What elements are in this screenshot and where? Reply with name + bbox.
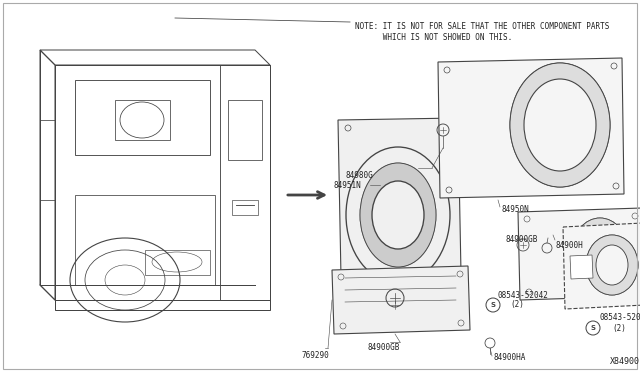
Text: S: S	[591, 325, 595, 331]
Polygon shape	[518, 208, 640, 300]
Ellipse shape	[360, 163, 436, 267]
Text: 84950N: 84950N	[502, 205, 530, 215]
Polygon shape	[438, 58, 624, 198]
Text: NOTE: IT IS NOT FOR SALE THAT THE OTHER COMPONENT PARTS: NOTE: IT IS NOT FOR SALE THAT THE OTHER …	[355, 22, 609, 31]
Ellipse shape	[524, 79, 596, 171]
Polygon shape	[570, 255, 593, 279]
Text: 769290: 769290	[302, 350, 330, 359]
Text: WHICH IS NOT SHOWED ON THIS.: WHICH IS NOT SHOWED ON THIS.	[355, 33, 512, 42]
Polygon shape	[563, 223, 640, 309]
Ellipse shape	[372, 181, 424, 249]
Text: 84900HA: 84900HA	[494, 353, 526, 362]
Polygon shape	[332, 266, 470, 334]
Text: S: S	[490, 302, 495, 308]
Text: 84900H: 84900H	[556, 241, 584, 250]
Text: 08543-52042: 08543-52042	[600, 314, 640, 323]
Text: 84951N: 84951N	[334, 180, 362, 189]
Text: 84900GB: 84900GB	[368, 343, 401, 353]
Text: X8490017: X8490017	[610, 357, 640, 366]
Text: (2): (2)	[612, 324, 626, 333]
Ellipse shape	[582, 230, 618, 274]
Ellipse shape	[572, 218, 628, 286]
Ellipse shape	[510, 63, 610, 187]
Ellipse shape	[596, 245, 628, 285]
Text: 84980G: 84980G	[345, 170, 372, 180]
Polygon shape	[338, 118, 462, 330]
Text: 08543-52042: 08543-52042	[498, 291, 549, 299]
Text: 84900GB: 84900GB	[505, 235, 538, 244]
Ellipse shape	[586, 235, 638, 295]
Text: (2): (2)	[510, 301, 524, 310]
